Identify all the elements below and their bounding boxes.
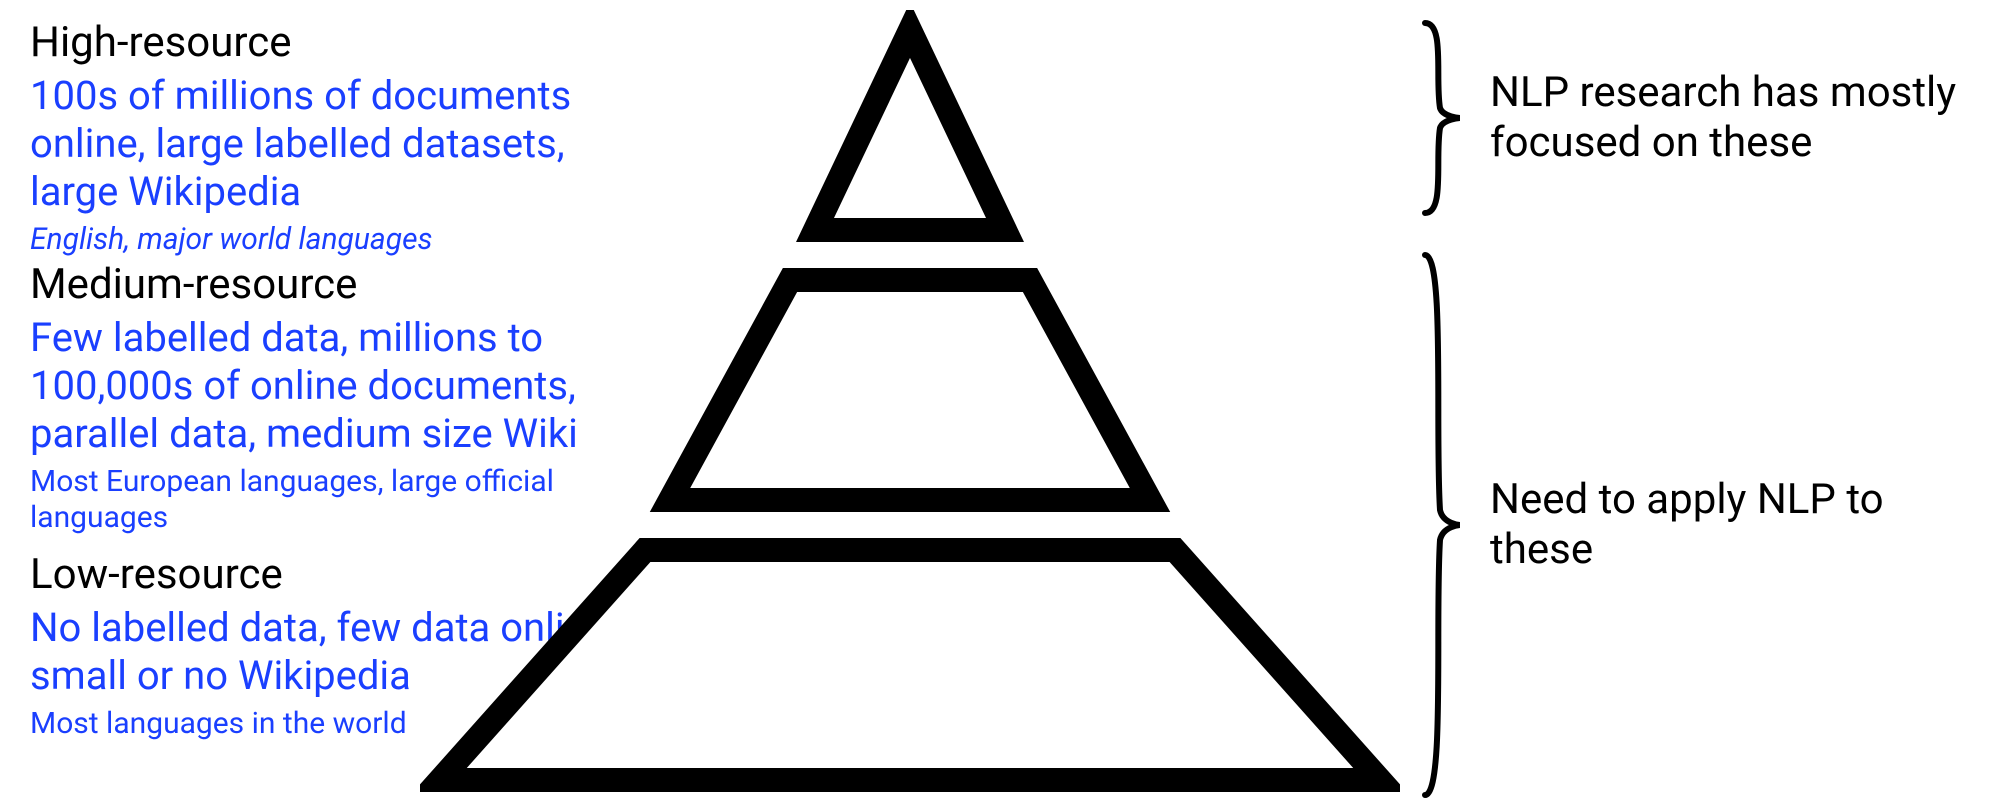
pyramid-tier-middle <box>670 280 1150 500</box>
diagram-container: High-resource 100s of millions of docume… <box>0 0 2000 812</box>
brace-icon <box>1420 250 1460 800</box>
annotation-top-block: NLP research has mostly focused on these <box>1420 18 1980 218</box>
annotation-top-text: NLP research has mostly focused on these <box>1490 68 1980 169</box>
annotation-bottom-block: Need to apply NLP to these <box>1420 250 1980 800</box>
annotation-bottom-text: Need to apply NLP to these <box>1490 475 1980 576</box>
pyramid-tier-bottom <box>440 550 1380 780</box>
pyramid-tier-top <box>815 30 1005 230</box>
pyramid-graphic <box>420 10 1400 800</box>
brace-icon <box>1420 18 1460 218</box>
